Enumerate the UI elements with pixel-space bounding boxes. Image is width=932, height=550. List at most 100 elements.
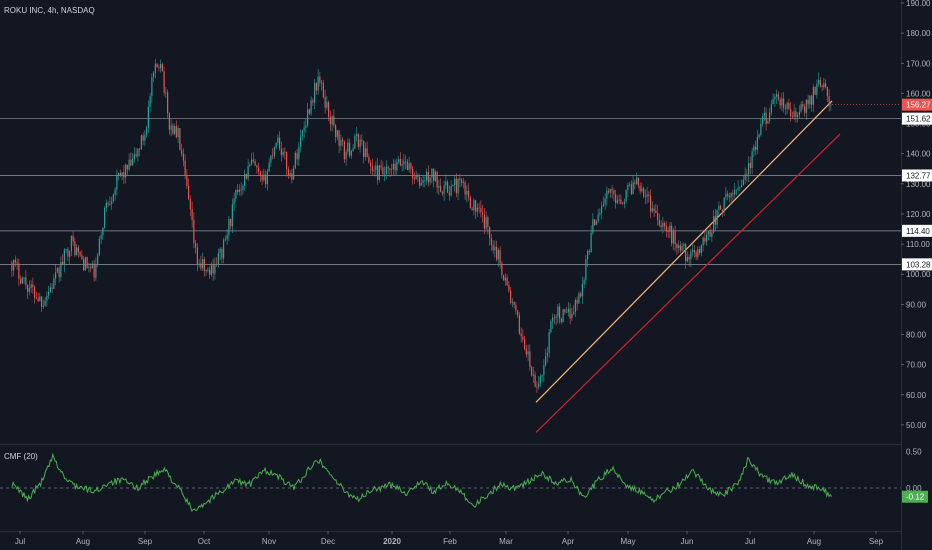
price-axis[interactable]: 190.00180.00170.00160.00150.00140.00130.…	[832, 0, 932, 550]
candle-body-up	[602, 204, 604, 207]
candle-body-down	[258, 167, 260, 172]
candle-body-up	[146, 127, 148, 135]
candle-body-down	[560, 318, 562, 322]
candle-body-up	[426, 171, 428, 181]
candle-body-down	[363, 140, 365, 157]
candle-body-down	[553, 317, 555, 319]
candle-body-up	[401, 164, 403, 166]
candle-body-down	[594, 219, 596, 225]
candle-body-up	[532, 374, 534, 376]
candle-body-up	[772, 99, 774, 105]
candle-body-up	[793, 111, 795, 117]
candle-body-up	[739, 186, 741, 188]
candle-body-down	[489, 226, 491, 239]
candle-body-down	[755, 146, 757, 150]
candle-body-up	[548, 332, 550, 353]
candle-body-up	[585, 259, 587, 280]
candle-body-down	[695, 252, 697, 258]
candle-body-up	[762, 116, 764, 125]
candle-body-up	[445, 181, 447, 186]
candle-body-up	[205, 270, 207, 272]
y-tick-label: 180.00	[906, 29, 931, 38]
candle-body-up	[737, 187, 739, 190]
candle-body-up	[723, 197, 725, 211]
candle-body-up	[641, 188, 643, 192]
candle-body-down	[74, 241, 76, 255]
candle-body-up	[112, 194, 114, 202]
candle-body-down	[727, 193, 729, 196]
candle-body-up	[42, 306, 44, 307]
candle-body-down	[406, 161, 408, 170]
x-tick-label: Dec	[321, 537, 335, 546]
candle-body-up	[224, 239, 226, 241]
candle-body-down	[634, 182, 636, 184]
candle-body-down	[490, 238, 492, 246]
candle-body-down	[380, 165, 382, 168]
candle-body-down	[181, 149, 183, 154]
candle-body-up	[716, 209, 718, 225]
candle-body-down	[525, 349, 527, 355]
candle-body-up	[48, 292, 50, 296]
candle-body-up	[538, 383, 540, 387]
candle-body-up	[137, 148, 139, 157]
candle-body-down	[468, 190, 470, 198]
candle-body-up	[555, 316, 557, 318]
candle-body-down	[315, 83, 317, 91]
candle-body-down	[35, 297, 37, 299]
candle-body-down	[279, 137, 281, 149]
candle-body-down	[608, 190, 610, 193]
candle-body-down	[90, 267, 92, 269]
candle-body-down	[126, 164, 128, 170]
candle-body-down	[196, 247, 198, 265]
candle-body-up	[609, 188, 611, 193]
candle-body-up	[592, 219, 594, 233]
candle-body-up	[207, 269, 209, 271]
candle-body-down	[163, 71, 165, 93]
candle-body-up	[198, 263, 200, 265]
candle-body-up	[251, 159, 253, 165]
x-tick-label: May	[620, 537, 635, 546]
candle-body-up	[758, 134, 760, 138]
time-axis[interactable]: Jul Aug Sep Oct Nov Dec 2020 Feb Mar Apr May Jun Jul…	[0, 531, 901, 546]
candle-body-down	[343, 141, 345, 160]
candle-body-down	[67, 249, 69, 257]
candle-body-up	[786, 103, 788, 109]
candle-body-down	[182, 153, 184, 161]
candle-body-up	[104, 207, 106, 228]
level-badge-label: 114.40	[906, 227, 930, 236]
candle-body-down	[650, 195, 652, 212]
candle-body-down	[259, 171, 261, 176]
candle-body-down	[156, 63, 158, 68]
candle-body-down	[333, 116, 335, 126]
candlesticks	[11, 58, 832, 394]
candle-body-down	[660, 225, 662, 228]
candle-body-up	[690, 251, 692, 260]
candle-body-down	[643, 188, 645, 197]
candle-body-down	[828, 96, 830, 106]
candle-body-down	[826, 87, 828, 97]
candle-body-down	[338, 130, 340, 146]
candle-body-up	[454, 178, 456, 185]
candle-body-up	[629, 184, 631, 186]
candle-body-down	[503, 275, 505, 281]
candle-body-up	[233, 198, 235, 205]
candle-body-down	[200, 263, 202, 269]
candle-body-down	[732, 193, 734, 195]
candle-body-up	[466, 190, 468, 195]
candle-body-up	[562, 309, 564, 322]
candle-body-up	[98, 238, 100, 256]
candle-body-up	[760, 124, 762, 135]
candle-body-down	[419, 177, 421, 186]
price-pane[interactable]	[0, 58, 901, 433]
candle-body-down	[704, 237, 706, 242]
candle-body-up	[601, 206, 603, 213]
x-tick-label: Jul	[745, 537, 755, 546]
candle-body-down	[630, 184, 632, 195]
candle-body-down	[671, 225, 673, 244]
cmf-pane[interactable]	[0, 452, 901, 513]
candle-body-down	[371, 166, 373, 171]
candle-body-up	[683, 244, 685, 247]
candle-body-up	[268, 162, 270, 172]
candle-body-up	[741, 185, 743, 187]
